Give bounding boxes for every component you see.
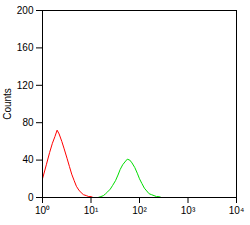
svg-text:10⁴: 10⁴	[229, 205, 244, 216]
svg-text:160: 160	[17, 42, 34, 53]
svg-text:10¹: 10¹	[84, 205, 99, 216]
svg-text:10²: 10²	[132, 205, 147, 216]
svg-text:200: 200	[17, 5, 34, 16]
svg-text:40: 40	[22, 154, 34, 165]
svg-text:10³: 10³	[181, 205, 196, 216]
svg-text:10⁰: 10⁰	[35, 205, 50, 216]
svg-text:80: 80	[22, 117, 34, 128]
svg-text:0: 0	[28, 192, 34, 203]
svg-text:120: 120	[17, 80, 34, 91]
svg-text:Counts: Counts	[2, 88, 13, 120]
